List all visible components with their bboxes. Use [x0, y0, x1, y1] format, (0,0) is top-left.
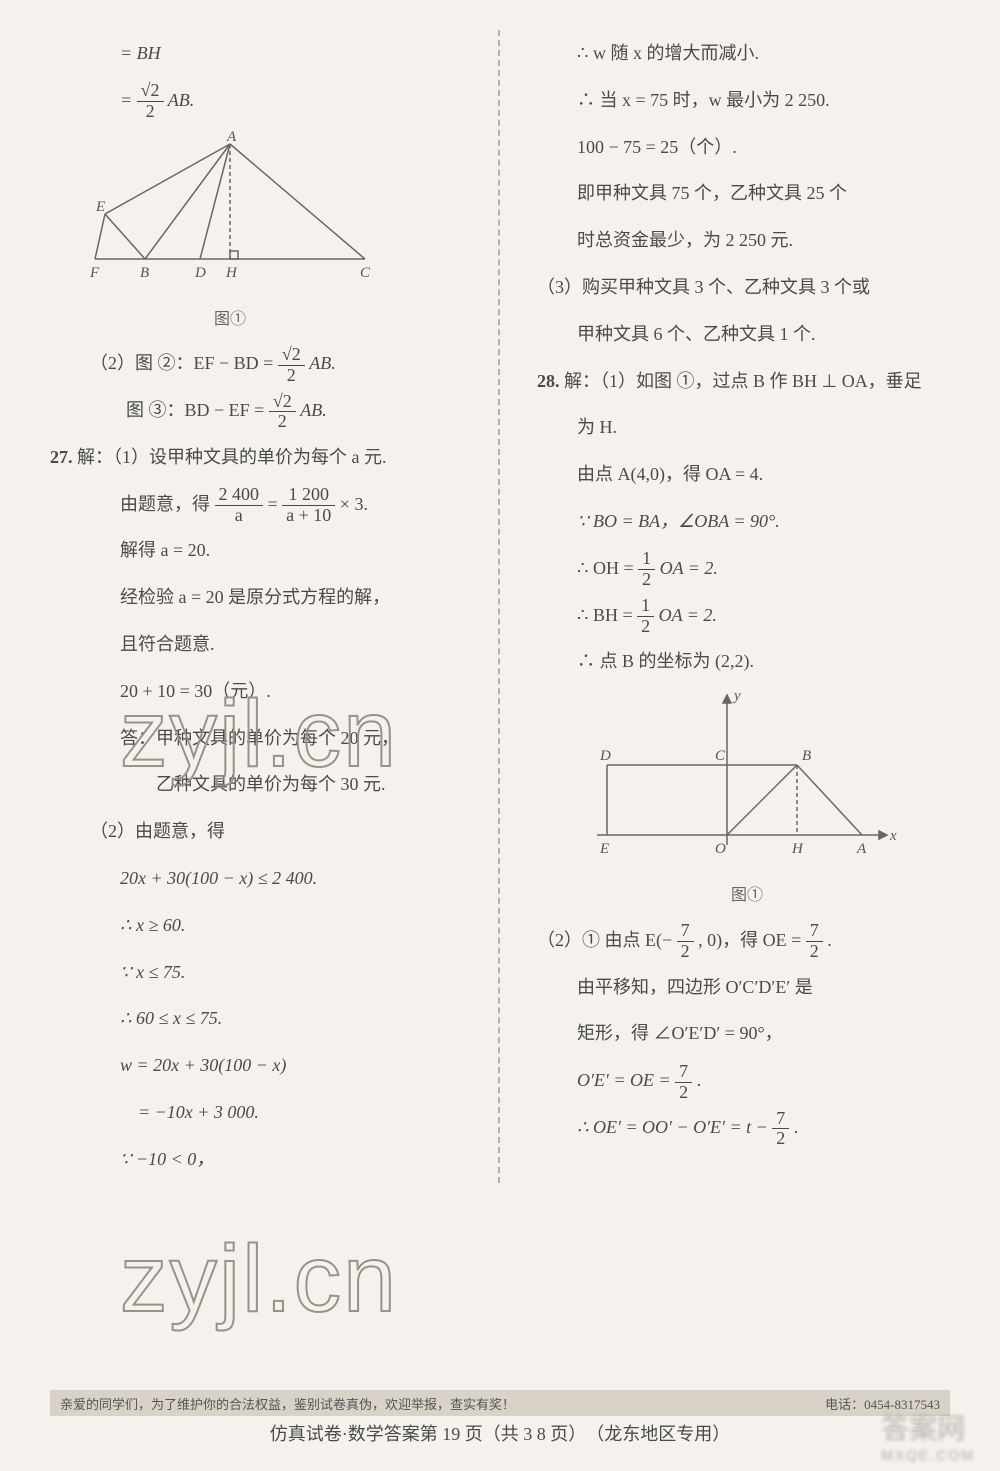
text-line: = BH — [50, 30, 463, 77]
text-line: ∴ 当 x = 75 时，w 最小为 2 250. — [537, 77, 950, 124]
text-line: 答：甲种文具的单价为每个 20 元， — [50, 715, 463, 762]
svg-text:B: B — [802, 748, 811, 764]
text-line: = √22 AB. — [50, 77, 463, 124]
svg-text:O: O — [715, 841, 726, 857]
text-line: w = 20x + 30(100 − x) — [50, 1042, 463, 1089]
text-line: 经检验 a = 20 是原分式方程的解， — [50, 574, 463, 621]
footer-bar-left: 亲爱的同学们，为了维护你的合法权益，鉴别试卷真伪，欢迎举报，查实有奖！ — [60, 1394, 515, 1413]
column-divider — [498, 30, 502, 1183]
text-line: 甲种文具 6 个、乙种文具 1 个. — [537, 311, 950, 358]
problem-number: 27. — [50, 447, 73, 467]
svg-text:F: F — [90, 265, 100, 281]
text-line: 为 H. — [537, 404, 950, 451]
svg-text:D: D — [194, 265, 206, 281]
footer-bar: 亲爱的同学们，为了维护你的合法权益，鉴别试卷真伪，欢迎举报，查实有奖！ 电话：0… — [50, 1390, 950, 1416]
text-line: O′E′ = OE = 72 . — [537, 1057, 950, 1104]
text-line: （2）由题意，得 — [50, 808, 463, 855]
text-line: ∴ w 随 x 的增大而减小. — [537, 30, 950, 77]
footer-page-line: 仿真试卷·数学答案第 19 页（共 3 8 页） （龙东地区专用） — [0, 1420, 1000, 1446]
text-line: （2）① 由点 E(− 72 , 0)，得 OE = 72 . — [537, 917, 950, 964]
svg-text:B: B — [140, 265, 149, 281]
text-line: ∴ OE′ = OO′ − O′E′ = t − 72 . — [537, 1104, 950, 1151]
text-line: 且符合题意. — [50, 621, 463, 668]
problem-27: 27. 解：（1）设甲种文具的单价为每个 a 元. — [50, 434, 463, 481]
text-line: 20 + 10 = 30（元）. — [50, 668, 463, 715]
coordinate-diagram: x y D C B E O H A — [597, 685, 897, 875]
text-line: ∵ BO = BA，∠OBA = 90°. — [537, 498, 950, 545]
text-line: ∴ 点 B 的坐标为 (2,2). — [537, 638, 950, 685]
text-line: 解得 a = 20. — [50, 527, 463, 574]
page-content: = BH = √22 AB. A E F B — [0, 0, 1000, 1183]
text-line: ∴ 60 ≤ x ≤ 75. — [50, 995, 463, 1042]
text-line: 100 − 75 = 25（个）. — [537, 124, 950, 171]
problem-28: 28. 解：（1）如图 ①，过点 B 作 BH ⊥ OA，垂足 — [537, 358, 950, 405]
right-column: ∴ w 随 x 的增大而减小. ∴ 当 x = 75 时，w 最小为 2 250… — [537, 30, 950, 1183]
svg-text:D: D — [599, 748, 611, 764]
text-line: 由点 A(4,0)，得 OA = 4. — [537, 451, 950, 498]
text-line: 时总资金最少，为 2 250 元. — [537, 217, 950, 264]
svg-text:C: C — [715, 748, 726, 764]
triangle-diagram: A E F B D H C — [90, 129, 370, 299]
text-line: 矩形，得 ∠O′E′D′ = 90°， — [537, 1010, 950, 1057]
svg-text:x: x — [889, 828, 897, 844]
figure-label: 图① — [90, 299, 370, 341]
left-column: = BH = √22 AB. A E F B — [50, 30, 463, 1183]
text-line: 乙种文具的单价为每个 30 元. — [50, 761, 463, 808]
text-line: 20x + 30(100 − x) ≤ 2 400. — [50, 855, 463, 902]
text-line: ∴ BH = 12 OA = 2. — [537, 592, 950, 639]
corner-watermark: 答案网 MXQE.COM — [881, 1407, 975, 1463]
svg-text:E: E — [599, 841, 609, 857]
watermark: zyjl.cn — [120, 1225, 398, 1334]
text-line: ∴ x ≥ 60. — [50, 902, 463, 949]
text-line: 由平移知，四边形 O′C′D′E′ 是 — [537, 964, 950, 1011]
text-line: ∵ x ≤ 75. — [50, 949, 463, 996]
svg-text:E: E — [95, 199, 105, 215]
svg-text:y: y — [732, 688, 741, 704]
text-line: 由题意，得 2 400a = 1 200a + 10 × 3. — [50, 481, 463, 528]
svg-text:A: A — [226, 129, 237, 145]
text-line: ∵ −10 < 0， — [50, 1136, 463, 1183]
text-line: = −10x + 3 000. — [50, 1089, 463, 1136]
text-line: （2）图 ②：EF − BD = √22 AB. — [50, 340, 463, 387]
svg-text:H: H — [225, 265, 238, 281]
svg-text:C: C — [360, 265, 370, 281]
problem-number: 28. — [537, 371, 560, 391]
text-line: （3）购买甲种文具 3 个、乙种文具 3 个或 — [537, 264, 950, 311]
figure-label: 图① — [597, 875, 897, 917]
text-line: ∴ OH = 12 OA = 2. — [537, 545, 950, 592]
svg-text:H: H — [791, 841, 804, 857]
text-line: 即甲种文具 75 个，乙种文具 25 个 — [537, 170, 950, 217]
text-line: 图 ③：BD − EF = √22 AB. — [50, 387, 463, 434]
svg-text:A: A — [856, 841, 867, 857]
